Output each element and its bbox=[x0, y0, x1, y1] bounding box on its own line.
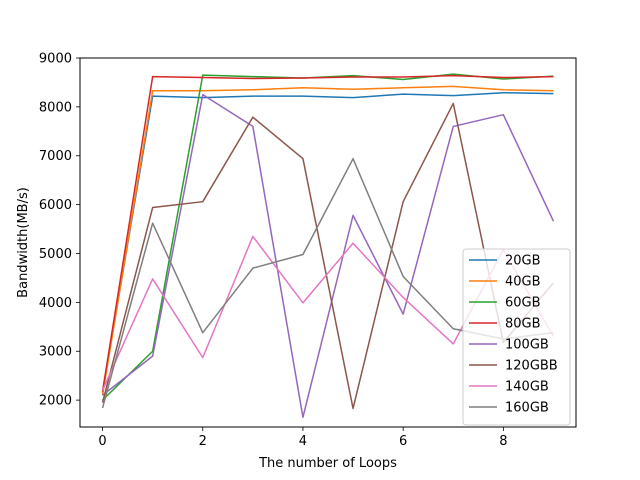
y-tick-label: 8000 bbox=[39, 100, 72, 115]
legend-label: 140GB bbox=[505, 380, 549, 395]
y-tick-label: 4000 bbox=[39, 296, 72, 311]
y-tick-label: 9000 bbox=[39, 52, 72, 67]
legend: 20GB 40GB 60GB 80GB 100GB 120GBB 140GB 160GB bbox=[462, 248, 571, 426]
plot-frame bbox=[79, 57, 577, 428]
legend-label: 120GBB bbox=[505, 359, 558, 374]
series-line-100GB bbox=[102, 93, 555, 418]
x-axis-title: The number of Loops bbox=[258, 456, 397, 471]
x-tick-label: 2 bbox=[199, 434, 207, 449]
y-tick-label: 5000 bbox=[39, 247, 72, 262]
series-line-40GB bbox=[101, 85, 554, 396]
legend-label: 160GB bbox=[505, 401, 549, 416]
y-axis-ticks: 2000 3000 4000 5000 6000 7000 8000 9000 bbox=[39, 52, 80, 409]
series-line-80GB bbox=[101, 74, 554, 392]
legend-label: 20GB bbox=[505, 254, 541, 269]
x-tick-label: 6 bbox=[399, 434, 407, 449]
y-tick-label: 6000 bbox=[39, 198, 72, 213]
y-tick-label: 2000 bbox=[39, 394, 72, 409]
x-tick-label: 0 bbox=[98, 434, 106, 449]
series-line-120GBB bbox=[101, 102, 555, 410]
x-tick-label: 8 bbox=[499, 434, 507, 449]
legend-label: 80GB bbox=[505, 317, 541, 332]
legend-box bbox=[462, 248, 571, 426]
x-axis-ticks: 0 2 4 6 8 bbox=[98, 427, 507, 449]
legend-label: 60GB bbox=[505, 296, 541, 311]
y-tick-label: 3000 bbox=[39, 345, 72, 360]
y-axis-title: Bandwidth(MB/s) bbox=[16, 187, 31, 298]
x-tick-label: 4 bbox=[299, 434, 307, 449]
y-tick-label: 7000 bbox=[39, 149, 72, 164]
series-line-20GB bbox=[101, 91, 554, 393]
legend-label: 100GB bbox=[505, 338, 549, 353]
legend-label: 40GB bbox=[505, 275, 541, 290]
